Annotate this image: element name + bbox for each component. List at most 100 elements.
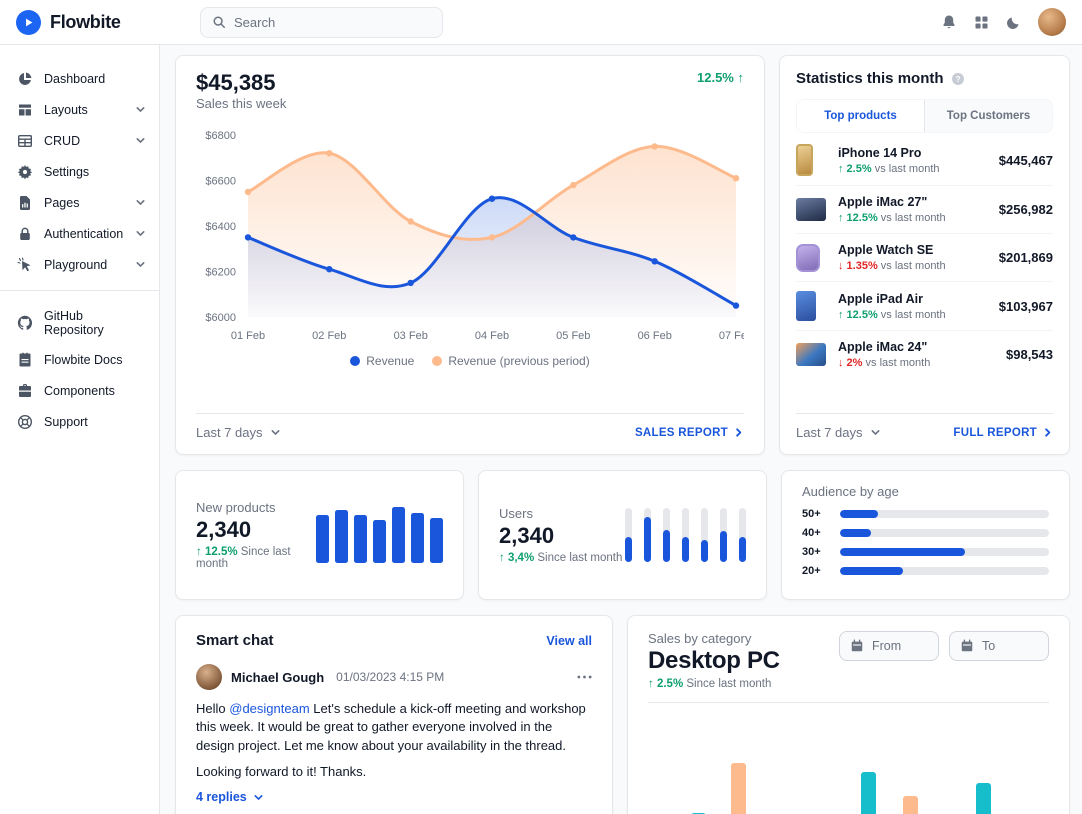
chevron-down-icon (270, 427, 281, 438)
date-to-field[interactable] (949, 631, 1049, 661)
sidebar-item-label: Pages (44, 195, 80, 210)
audience-bar-fill (840, 567, 903, 575)
date-to-input[interactable] (982, 639, 1038, 653)
product-info: Apple Watch SE ↓ 1.35% vs last month (838, 243, 946, 272)
support-icon (17, 414, 33, 430)
legend-item[interactable]: Revenue (350, 354, 414, 368)
audience-bar-track (840, 548, 1049, 556)
sidebar-item-label: GitHub Repository (44, 308, 104, 337)
search-input[interactable] (234, 14, 431, 30)
ellipsis-menu-icon[interactable] (577, 675, 592, 679)
imac27-product-image (796, 198, 826, 221)
sidebar-item-support[interactable]: Support (0, 406, 159, 437)
sidebar-item-dashboard[interactable]: Dashboard (0, 63, 159, 94)
category-bar-chart (648, 703, 1049, 814)
product-value: $103,967 (998, 298, 1053, 314)
arrow-up-icon: ↑ (648, 678, 657, 690)
product-thumbnail (796, 243, 828, 272)
sidebar-item-layouts[interactable]: Layouts (0, 94, 159, 125)
sidebar-item-crud[interactable]: CRUD (0, 125, 159, 156)
tab-top-products[interactable]: Top products (797, 100, 925, 132)
sales-label: Sales this week (196, 96, 287, 111)
arrow-up-icon: ↑ 12.5% (838, 308, 878, 321)
date-from-field[interactable] (839, 631, 939, 661)
sidebar-item-authentication[interactable]: Authentication (0, 218, 159, 249)
brand[interactable]: Flowbite (16, 9, 179, 35)
audience-bar-track (840, 529, 1049, 537)
svg-text:$6600: $6600 (205, 176, 236, 188)
product-thumbnail (796, 198, 828, 221)
arrow-up-icon: ↑ (737, 70, 745, 85)
product-value: $445,467 (998, 152, 1053, 168)
svg-text:01 Feb: 01 Feb (231, 330, 265, 342)
moon-icon[interactable] (1006, 15, 1021, 30)
sidebar-secondary-group: GitHub Repository Flowbite Docs Components… (0, 301, 159, 437)
product-row[interactable]: Apple iPad Air ↑ 12.5% vs last month $103,… (796, 282, 1053, 331)
new-products-label: New products (196, 500, 276, 515)
sidebar-item-components[interactable]: Components (0, 375, 159, 406)
users-label: Users (499, 506, 533, 521)
help-icon[interactable]: ? (951, 72, 965, 86)
ipad-product-image (796, 291, 816, 321)
product-row[interactable]: Apple iMac 24" ↓ 2% vs last month $98,543 (796, 331, 1053, 378)
full-report-link[interactable]: FULL REPORT (953, 427, 1053, 439)
sidebar-item-label: Support (44, 414, 88, 429)
bar-fill (663, 529, 670, 562)
chevron-down-icon (870, 427, 881, 438)
docs-icon (17, 352, 33, 368)
stats-range-dropdown[interactable]: Last 7 days (796, 425, 881, 440)
sidebar-item-label: Components (44, 383, 115, 398)
bar-track (625, 508, 632, 562)
audience-bar-fill (840, 548, 966, 556)
svg-text:$6400: $6400 (205, 221, 236, 233)
sidebar-item-github-repository[interactable]: GitHub Repository (0, 301, 159, 344)
sales-report-link[interactable]: SALES REPORT (635, 427, 744, 439)
smart-chat-card: Smart chat View all Michael Gough 01/03/2… (175, 615, 613, 814)
user-avatar[interactable] (1038, 8, 1066, 36)
product-info: Apple iMac 27" ↑ 12.5% vs last month (838, 195, 946, 224)
product-value: $256,982 (998, 202, 1053, 217)
svg-text:$6200: $6200 (205, 267, 236, 279)
search-box[interactable] (200, 6, 443, 38)
product-change: ↓ 2% vs last month (838, 357, 931, 369)
top-navbar: Flowbite (0, 0, 1082, 45)
lock-icon (17, 226, 33, 242)
sidebar-item-settings[interactable]: Settings (0, 156, 159, 187)
message-author: Michael Gough (231, 669, 325, 685)
pages-icon (17, 195, 33, 211)
revenue-line-chart: $6800 $6600 $6400 $6200 $6000 01 Feb 02 Feb 03 … (196, 117, 753, 352)
calendar-icon (960, 639, 974, 653)
tab-top-customers[interactable]: Top Customers (946, 110, 1031, 122)
imac24-product-image (796, 343, 826, 366)
sidebar-item-label: Layouts (44, 102, 88, 117)
sales-range-dropdown[interactable]: Last 7 days (196, 425, 281, 440)
view-all-link[interactable]: View all (546, 633, 592, 648)
audience-row: 40+ (802, 527, 1049, 539)
chevron-down-icon (135, 135, 146, 146)
product-row[interactable]: iPhone 14 Pro ↑ 2.5% vs last month $445,46… (796, 135, 1053, 186)
bell-icon[interactable] (941, 14, 957, 30)
gear-icon (17, 164, 33, 180)
calendar-icon (850, 639, 864, 653)
github-icon (17, 315, 33, 331)
bar (903, 796, 918, 814)
bar (430, 517, 443, 563)
category-divider (648, 702, 1049, 703)
svg-text:04 Feb: 04 Feb (475, 330, 509, 342)
legend-item[interactable]: Revenue (previous period) (432, 354, 590, 368)
sidebar-item-flowbite-docs[interactable]: Flowbite Docs (0, 344, 159, 375)
navbar-actions (941, 8, 1066, 36)
search-icon (212, 15, 226, 29)
apps-icon[interactable] (974, 15, 989, 30)
date-from-input[interactable] (872, 639, 928, 653)
product-thumbnail (796, 291, 828, 321)
product-value: $201,869 (998, 250, 1053, 265)
svg-text:?: ? (955, 73, 960, 83)
sidebar-item-pages[interactable]: Pages (0, 187, 159, 218)
statistics-title: Statistics this month (796, 70, 944, 87)
replies-toggle[interactable]: 4 replies (196, 790, 592, 804)
product-row[interactable]: Apple iMac 27" ↑ 12.5% vs last month $256,… (796, 186, 1053, 234)
mention-link[interactable]: @designteam (229, 701, 310, 716)
sidebar-item-playground[interactable]: Playground (0, 249, 159, 280)
product-row[interactable]: Apple Watch SE ↓ 1.35% vs last month $201,… (796, 234, 1053, 282)
